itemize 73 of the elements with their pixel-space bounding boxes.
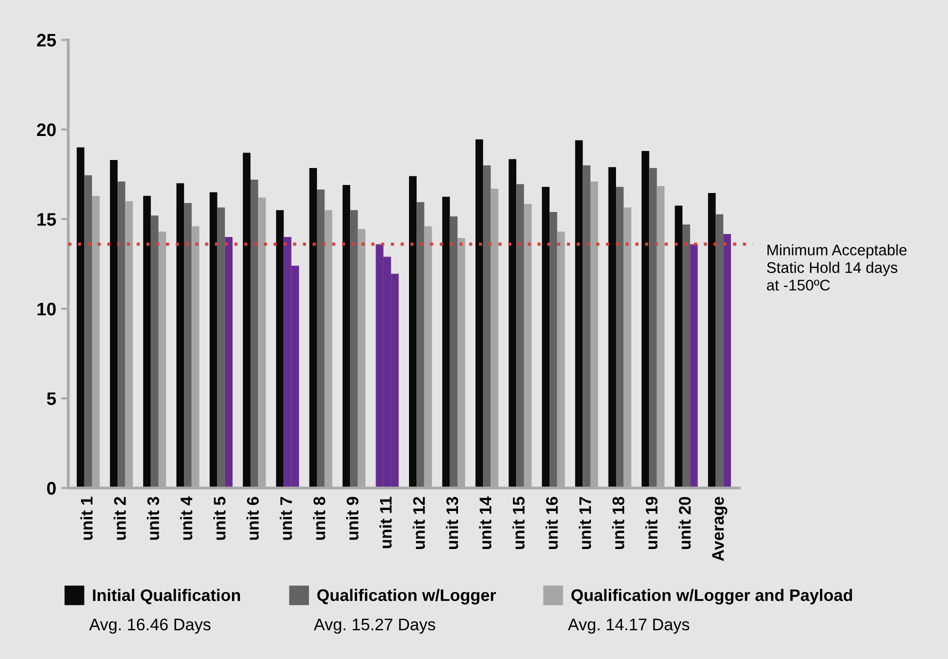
bar bbox=[550, 212, 558, 488]
x-tick-label: unit 17 bbox=[578, 497, 592, 549]
bar bbox=[642, 151, 650, 488]
bar bbox=[442, 196, 450, 488]
legend-label: Qualification w/Logger and Payload bbox=[571, 588, 852, 604]
bar bbox=[276, 210, 284, 488]
bar bbox=[690, 244, 698, 488]
bar bbox=[242, 152, 251, 488]
legend-label: Initial Qualification bbox=[93, 588, 240, 604]
bar bbox=[475, 139, 484, 488]
bar bbox=[450, 216, 458, 488]
bar bbox=[224, 237, 233, 488]
x-tick-label: unit 3 bbox=[146, 496, 160, 540]
bar bbox=[682, 224, 690, 488]
bar bbox=[723, 234, 731, 488]
bar bbox=[416, 202, 424, 488]
bar bbox=[217, 207, 225, 488]
x-tick-label: unit 19 bbox=[645, 496, 658, 549]
bar bbox=[309, 168, 317, 488]
bar bbox=[708, 192, 716, 488]
bar bbox=[342, 185, 350, 488]
bar bbox=[118, 181, 126, 488]
bar bbox=[542, 186, 550, 488]
x-tick-label: unit 11 bbox=[379, 496, 392, 548]
bar bbox=[250, 180, 258, 488]
bar bbox=[409, 176, 417, 488]
bar bbox=[150, 216, 158, 488]
bar bbox=[76, 147, 84, 488]
bar bbox=[582, 165, 590, 488]
bar bbox=[483, 165, 491, 488]
text: Avg. 14.17 Days bbox=[568, 618, 690, 634]
bar bbox=[716, 214, 724, 488]
y-tick-label: 20 bbox=[36, 123, 56, 136]
bar bbox=[608, 167, 616, 488]
text: Avg. 16.46 Days bbox=[89, 618, 211, 634]
x-tick-label: unit 14 bbox=[479, 496, 492, 549]
bar bbox=[110, 160, 118, 488]
x-tick-label: unit 6 bbox=[246, 496, 259, 540]
bar bbox=[575, 140, 583, 488]
bar bbox=[674, 206, 682, 488]
x-tick-label: unit 18 bbox=[612, 496, 624, 549]
ref-line-label: Minimum Acceptable Static Hold 14 days at -150ºC bbox=[766, 244, 907, 291]
bar bbox=[210, 192, 218, 488]
x-tick-label: Average bbox=[712, 496, 728, 562]
x-tick-label: unit 12 bbox=[412, 496, 425, 549]
x-tick-label: unit 20 bbox=[678, 497, 691, 549]
bar bbox=[649, 168, 657, 488]
x-tick-label: unit 5 bbox=[213, 496, 226, 540]
bar bbox=[316, 190, 325, 488]
bar bbox=[508, 159, 516, 488]
y-tick-label: 10 bbox=[38, 302, 56, 316]
legend-label: Qualification w/Logger bbox=[317, 588, 496, 604]
y-tick-label: 5 bbox=[46, 392, 56, 406]
x-tick-label: unit 15 bbox=[512, 496, 525, 549]
y-tick-label: 0 bbox=[47, 482, 56, 495]
y-tick-label: 25 bbox=[36, 34, 56, 47]
x-tick-label: unit 13 bbox=[446, 496, 458, 549]
bar bbox=[516, 184, 524, 488]
x-tick-label: unit 9 bbox=[346, 496, 358, 540]
bar bbox=[176, 183, 184, 488]
bar bbox=[350, 210, 358, 488]
x-tick-label: unit 2 bbox=[114, 496, 126, 540]
bar bbox=[184, 202, 192, 488]
bar bbox=[616, 186, 624, 488]
y-tick-label: 15 bbox=[38, 213, 56, 226]
x-tick-label: unit 16 bbox=[546, 496, 558, 549]
x-tick-label: unit 1 bbox=[80, 496, 93, 540]
bar bbox=[84, 175, 92, 488]
bar bbox=[143, 196, 151, 488]
x-tick-label: unit 7 bbox=[280, 497, 292, 540]
x-tick-label: unit 4 bbox=[180, 496, 192, 540]
x-tick-label: unit 8 bbox=[313, 496, 326, 540]
text: Avg. 15.27 Days bbox=[314, 618, 436, 634]
